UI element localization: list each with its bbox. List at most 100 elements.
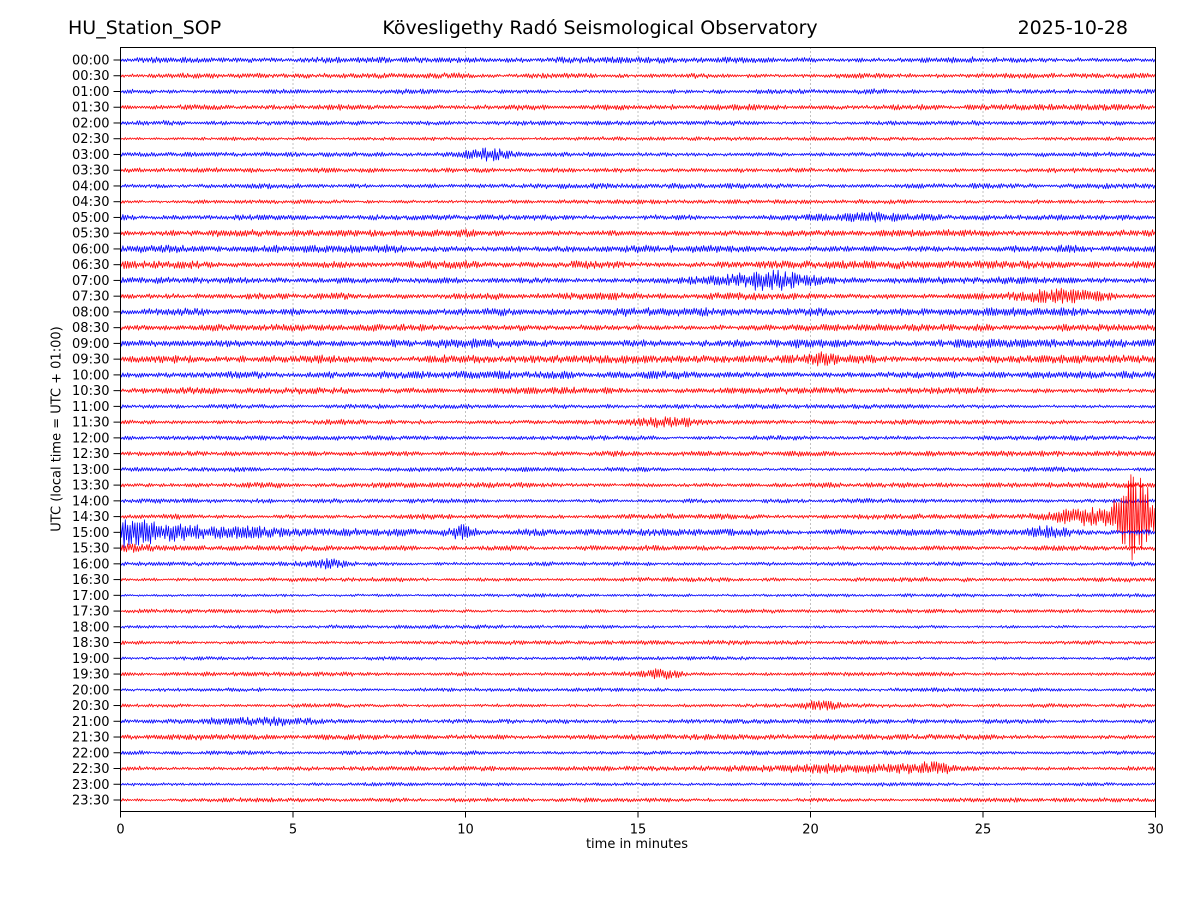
station-name: HU_Station_SOP — [68, 17, 222, 39]
seismogram-trace-14:00 — [120, 497, 1156, 504]
y-tick-label: 05:00 — [72, 211, 109, 226]
y-tick-label: 04:30 — [72, 195, 109, 210]
y-tick-label: 13:00 — [72, 463, 109, 478]
y-tick-label: 20:30 — [72, 699, 109, 714]
seismogram-trace-06:30 — [120, 260, 1156, 270]
plot-frame — [120, 47, 1156, 812]
y-tick-label: 00:30 — [72, 69, 109, 84]
seismogram-trace-11:30 — [120, 416, 1156, 429]
y-tick-label: 08:00 — [72, 305, 109, 320]
seismogram-trace-02:00 — [120, 119, 1156, 126]
seismogram-trace-09:30 — [120, 351, 1156, 367]
y-tick-label: 02:30 — [72, 132, 109, 147]
seismogram-trace-04:30 — [120, 198, 1156, 205]
y-tick-label: 21:00 — [72, 715, 109, 730]
seismogram-trace-22:00 — [120, 749, 1156, 756]
y-tick-label: 21:30 — [72, 731, 109, 746]
y-tick-label: 23:30 — [72, 794, 109, 809]
y-tick-label: 11:30 — [72, 416, 109, 431]
figure-header: HU_Station_SOP Kövesligethy Radó Seismol… — [0, 17, 1200, 43]
y-tick-label: 05:30 — [72, 227, 109, 242]
y-tick-label: 15:30 — [72, 542, 109, 557]
y-tick-label: 19:30 — [72, 668, 109, 683]
seismogram-trace-07:30 — [120, 287, 1156, 304]
y-tick-label: 07:00 — [72, 274, 109, 289]
seismogram-trace-02:30 — [120, 136, 1156, 142]
y-tick-label: 22:30 — [72, 762, 109, 777]
y-tick-label: 23:00 — [72, 778, 109, 793]
y-tick-label: 01:00 — [72, 85, 109, 100]
y-tick-label: 00:00 — [72, 54, 109, 69]
y-tick-label: 15:00 — [72, 526, 109, 541]
seismogram-trace-16:30 — [120, 576, 1156, 583]
seismogram-trace-08:30 — [120, 323, 1156, 332]
seismogram-trace-21:00 — [120, 716, 1156, 727]
y-tick-label: 12:30 — [72, 447, 109, 462]
y-tick-label: 09:00 — [72, 337, 109, 352]
seismogram-trace-03:30 — [120, 167, 1156, 174]
date-label: 2025-10-28 — [1017, 17, 1128, 39]
seismogram-trace-01:30 — [120, 103, 1156, 111]
y-tick-label: 18:00 — [72, 620, 109, 635]
seismogram-trace-05:30 — [120, 228, 1156, 238]
y-tick-label: 17:00 — [72, 589, 109, 604]
x-tick-label: 20 — [802, 823, 819, 838]
y-tick-label: 06:00 — [72, 242, 109, 257]
seismogram-trace-10:00 — [120, 370, 1156, 380]
seismogram-trace-13:00 — [120, 466, 1156, 473]
seismogram-trace-12:30 — [120, 450, 1156, 458]
seismogram-trace-05:00 — [120, 211, 1156, 223]
x-tick-label: 5 — [289, 823, 297, 838]
seismogram-trace-17:00 — [120, 593, 1156, 598]
y-tick-label: 07:30 — [72, 290, 109, 305]
seismogram-trace-19:30 — [120, 668, 1156, 680]
y-tick-label: 12:00 — [72, 431, 109, 446]
x-tick-label: 30 — [1147, 823, 1164, 838]
seismogram-trace-09:00 — [120, 338, 1156, 349]
seismogram-trace-17:30 — [120, 608, 1156, 614]
seismogram-trace-04:00 — [120, 182, 1156, 190]
seismogram-trace-11:00 — [120, 403, 1156, 410]
seismogram-trace-23:00 — [120, 782, 1156, 787]
seismogram-trace-13:30 — [120, 481, 1156, 489]
seismogram-trace-15:30 — [120, 543, 1156, 553]
x-tick-label: 15 — [630, 823, 647, 838]
y-tick-label: 10:00 — [72, 368, 109, 383]
seismogram-trace-22:30 — [120, 761, 1156, 775]
y-tick-label: 14:30 — [72, 510, 109, 525]
seismogram-trace-00:00 — [120, 56, 1156, 64]
x-tick-label: 0 — [116, 823, 124, 838]
y-tick-label: 03:00 — [72, 148, 109, 163]
x-tick-label: 10 — [457, 823, 474, 838]
seismogram-trace-06:00 — [120, 244, 1156, 254]
seismogram-trace-07:00 — [120, 269, 1156, 292]
seismogram-trace-19:00 — [120, 655, 1156, 661]
seismogram-trace-10:30 — [120, 386, 1156, 395]
y-tick-label: 09:30 — [72, 353, 109, 368]
y-tick-label: 20:00 — [72, 683, 109, 698]
seismogram-trace-16:00 — [120, 558, 1156, 570]
seismogram-trace-01:00 — [120, 88, 1156, 95]
y-tick-label: 04:00 — [72, 179, 109, 194]
seismogram-trace-14:30 — [120, 474, 1156, 561]
y-tick-label: 08:30 — [72, 321, 109, 336]
seismogram-trace-20:30 — [120, 700, 1156, 711]
seismogram-trace-15:00 — [120, 519, 1156, 548]
y-tick-label: 06:30 — [72, 258, 109, 273]
y-tick-label: 22:00 — [72, 746, 109, 761]
page-title: Kövesligethy Radó Seismological Observat… — [382, 17, 818, 39]
y-tick-label: 02:00 — [72, 116, 109, 131]
y-tick-label: 03:30 — [72, 164, 109, 179]
y-tick-label: 16:00 — [72, 557, 109, 572]
y-tick-label: 17:30 — [72, 605, 109, 620]
seismogram-trace-03:00 — [120, 147, 1156, 162]
seismogram-trace-20:00 — [120, 687, 1156, 693]
y-tick-label: 19:00 — [72, 652, 109, 667]
seismogram-trace-21:30 — [120, 733, 1156, 741]
y-tick-label: 18:30 — [72, 636, 109, 651]
y-tick-label: 16:30 — [72, 573, 109, 588]
seismogram-trace-08:00 — [120, 307, 1156, 317]
seismogram-trace-23:30 — [120, 797, 1156, 803]
